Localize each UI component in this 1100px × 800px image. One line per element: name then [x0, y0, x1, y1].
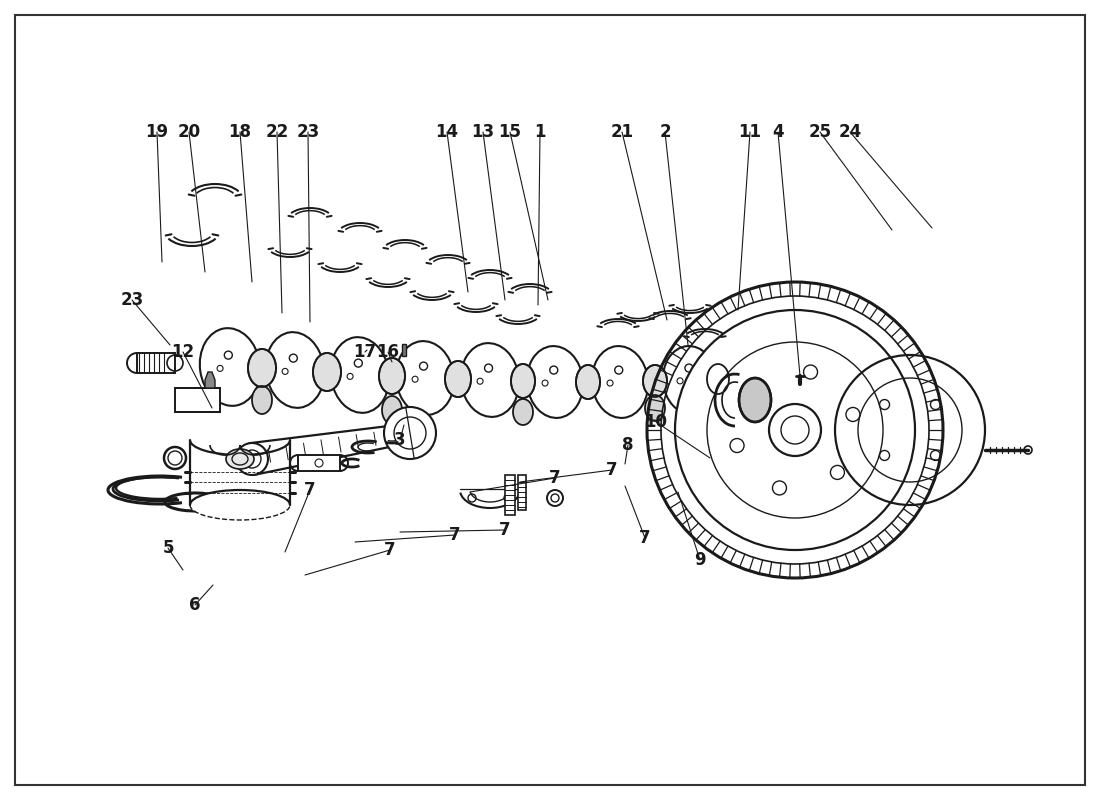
Text: 3: 3	[394, 431, 406, 449]
Text: 12: 12	[172, 343, 195, 361]
Ellipse shape	[592, 346, 648, 418]
Ellipse shape	[527, 346, 583, 418]
Polygon shape	[205, 372, 214, 388]
Circle shape	[236, 443, 268, 475]
Text: 15: 15	[498, 123, 521, 141]
Text: 18: 18	[229, 123, 252, 141]
Ellipse shape	[331, 337, 389, 413]
Text: 25: 25	[808, 123, 832, 141]
Ellipse shape	[707, 364, 729, 394]
Polygon shape	[138, 353, 175, 373]
Text: 11: 11	[738, 123, 761, 141]
Ellipse shape	[513, 399, 534, 425]
Text: 4: 4	[772, 123, 784, 141]
Ellipse shape	[248, 349, 276, 387]
Ellipse shape	[226, 449, 254, 469]
Ellipse shape	[446, 361, 471, 397]
Ellipse shape	[645, 395, 665, 421]
Ellipse shape	[379, 358, 405, 394]
Text: 16: 16	[376, 343, 399, 361]
Text: 10: 10	[645, 413, 668, 431]
Text: 7: 7	[549, 469, 561, 487]
Polygon shape	[755, 390, 769, 410]
Ellipse shape	[663, 346, 717, 414]
Text: 7: 7	[305, 481, 316, 499]
Polygon shape	[518, 475, 526, 510]
Text: 9: 9	[694, 551, 706, 569]
Text: 24: 24	[838, 123, 861, 141]
Ellipse shape	[382, 396, 402, 424]
Text: 2: 2	[659, 123, 671, 141]
Text: 7: 7	[499, 521, 510, 539]
Ellipse shape	[739, 378, 771, 422]
Text: 14: 14	[436, 123, 459, 141]
Text: 7: 7	[639, 529, 651, 547]
Ellipse shape	[396, 341, 454, 415]
Ellipse shape	[252, 386, 272, 414]
Ellipse shape	[200, 328, 261, 406]
Text: 8: 8	[623, 436, 634, 454]
Polygon shape	[505, 475, 515, 515]
Circle shape	[675, 310, 915, 550]
Ellipse shape	[644, 365, 667, 397]
Ellipse shape	[266, 332, 324, 408]
Text: 13: 13	[472, 123, 495, 141]
Circle shape	[384, 407, 436, 459]
Text: 23: 23	[120, 291, 144, 309]
Text: 6: 6	[189, 596, 200, 614]
Text: 7: 7	[606, 461, 618, 479]
Polygon shape	[298, 455, 340, 471]
Text: 21: 21	[610, 123, 634, 141]
Text: 23: 23	[296, 123, 320, 141]
Ellipse shape	[512, 364, 535, 398]
Text: 7: 7	[449, 526, 461, 544]
Ellipse shape	[190, 490, 290, 520]
Text: 17: 17	[353, 343, 376, 361]
Ellipse shape	[461, 343, 519, 417]
Polygon shape	[402, 344, 406, 356]
Ellipse shape	[314, 353, 341, 391]
Polygon shape	[175, 388, 220, 412]
Circle shape	[835, 355, 984, 505]
Text: 22: 22	[265, 123, 288, 141]
Ellipse shape	[576, 365, 600, 399]
Text: 19: 19	[145, 123, 168, 141]
Text: 1: 1	[535, 123, 546, 141]
Ellipse shape	[720, 347, 770, 409]
Text: 5: 5	[163, 539, 174, 557]
Text: 7: 7	[384, 541, 396, 559]
Text: 20: 20	[177, 123, 200, 141]
